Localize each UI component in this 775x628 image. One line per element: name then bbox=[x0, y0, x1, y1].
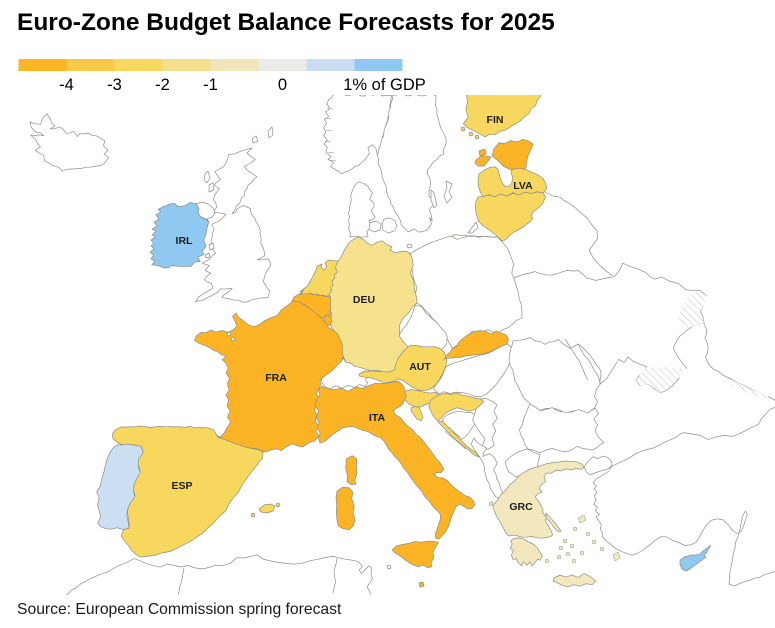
svg-text:Euro-Zone Budget Balance Forec: Euro-Zone Budget Balance Forecasts for 2… bbox=[17, 9, 555, 36]
svg-text:0: 0 bbox=[278, 76, 287, 94]
svg-text:LVA: LVA bbox=[513, 180, 533, 192]
svg-text:FRA: FRA bbox=[265, 372, 287, 384]
svg-text:IRL: IRL bbox=[176, 235, 194, 247]
svg-text:-2: -2 bbox=[155, 76, 170, 94]
svg-text:ITA: ITA bbox=[369, 412, 386, 424]
svg-text:GRC: GRC bbox=[509, 501, 533, 513]
svg-text:Source: European Commission sp: Source: European Commission spring forec… bbox=[17, 601, 342, 618]
svg-text:1% of GDP: 1% of GDP bbox=[343, 76, 426, 94]
svg-text:-1: -1 bbox=[203, 76, 218, 94]
svg-text:FIN: FIN bbox=[487, 114, 504, 126]
svg-text:AUT: AUT bbox=[409, 361, 431, 373]
svg-text:-3: -3 bbox=[107, 76, 122, 94]
svg-text:ESP: ESP bbox=[171, 480, 192, 492]
svg-text:DEU: DEU bbox=[353, 294, 375, 306]
svg-text:-4: -4 bbox=[59, 76, 74, 94]
